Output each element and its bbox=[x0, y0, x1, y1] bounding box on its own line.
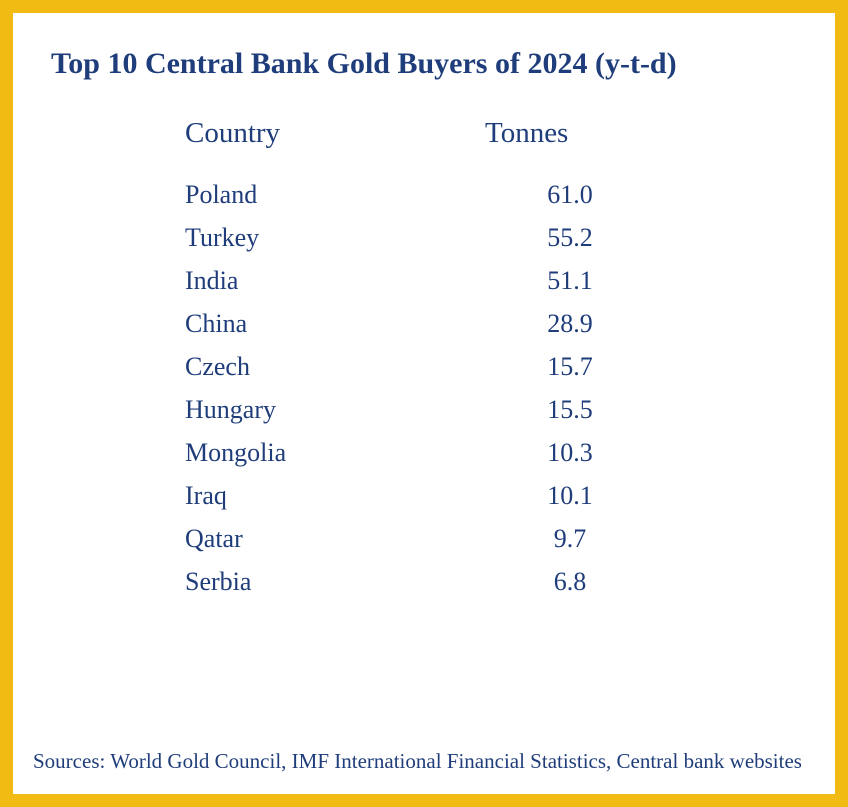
card-frame: Top 10 Central Bank Gold Buyers of 2024 … bbox=[0, 0, 848, 807]
cell-tonnes: 15.7 bbox=[485, 352, 655, 382]
table-row: Serbia 6.8 bbox=[185, 567, 809, 597]
table-row: Qatar 9.7 bbox=[185, 524, 809, 554]
table-row: Mongolia 10.3 bbox=[185, 438, 809, 468]
page-title: Top 10 Central Bank Gold Buyers of 2024 … bbox=[51, 47, 809, 81]
column-header-tonnes: Tonnes bbox=[485, 117, 655, 150]
cell-country: Poland bbox=[185, 180, 485, 210]
cell-country: Czech bbox=[185, 352, 485, 382]
cell-country: Mongolia bbox=[185, 438, 485, 468]
cell-country: Serbia bbox=[185, 567, 485, 597]
cell-country: India bbox=[185, 266, 485, 296]
table-row: Turkey 55.2 bbox=[185, 223, 809, 253]
cell-country: Qatar bbox=[185, 524, 485, 554]
table-row: Iraq 10.1 bbox=[185, 481, 809, 511]
cell-country: Hungary bbox=[185, 395, 485, 425]
cell-country: Iraq bbox=[185, 481, 485, 511]
column-header-country: Country bbox=[185, 117, 485, 150]
table-row: China 28.9 bbox=[185, 309, 809, 339]
table-row: India 51.1 bbox=[185, 266, 809, 296]
cell-tonnes: 6.8 bbox=[485, 567, 655, 597]
cell-tonnes: 10.1 bbox=[485, 481, 655, 511]
table-row: Hungary 15.5 bbox=[185, 395, 809, 425]
table-row: Poland 61.0 bbox=[185, 180, 809, 210]
table-header-row: Country Tonnes bbox=[185, 117, 809, 150]
cell-tonnes: 61.0 bbox=[485, 180, 655, 210]
cell-country: China bbox=[185, 309, 485, 339]
cell-tonnes: 9.7 bbox=[485, 524, 655, 554]
cell-tonnes: 28.9 bbox=[485, 309, 655, 339]
cell-tonnes: 55.2 bbox=[485, 223, 655, 253]
cell-tonnes: 10.3 bbox=[485, 438, 655, 468]
data-table: Country Tonnes Poland 61.0 Turkey 55.2 I… bbox=[39, 117, 809, 749]
sources-caption: Sources: World Gold Council, IMF Interna… bbox=[33, 749, 809, 774]
cell-tonnes: 15.5 bbox=[485, 395, 655, 425]
cell-tonnes: 51.1 bbox=[485, 266, 655, 296]
cell-country: Turkey bbox=[185, 223, 485, 253]
table-row: Czech 15.7 bbox=[185, 352, 809, 382]
